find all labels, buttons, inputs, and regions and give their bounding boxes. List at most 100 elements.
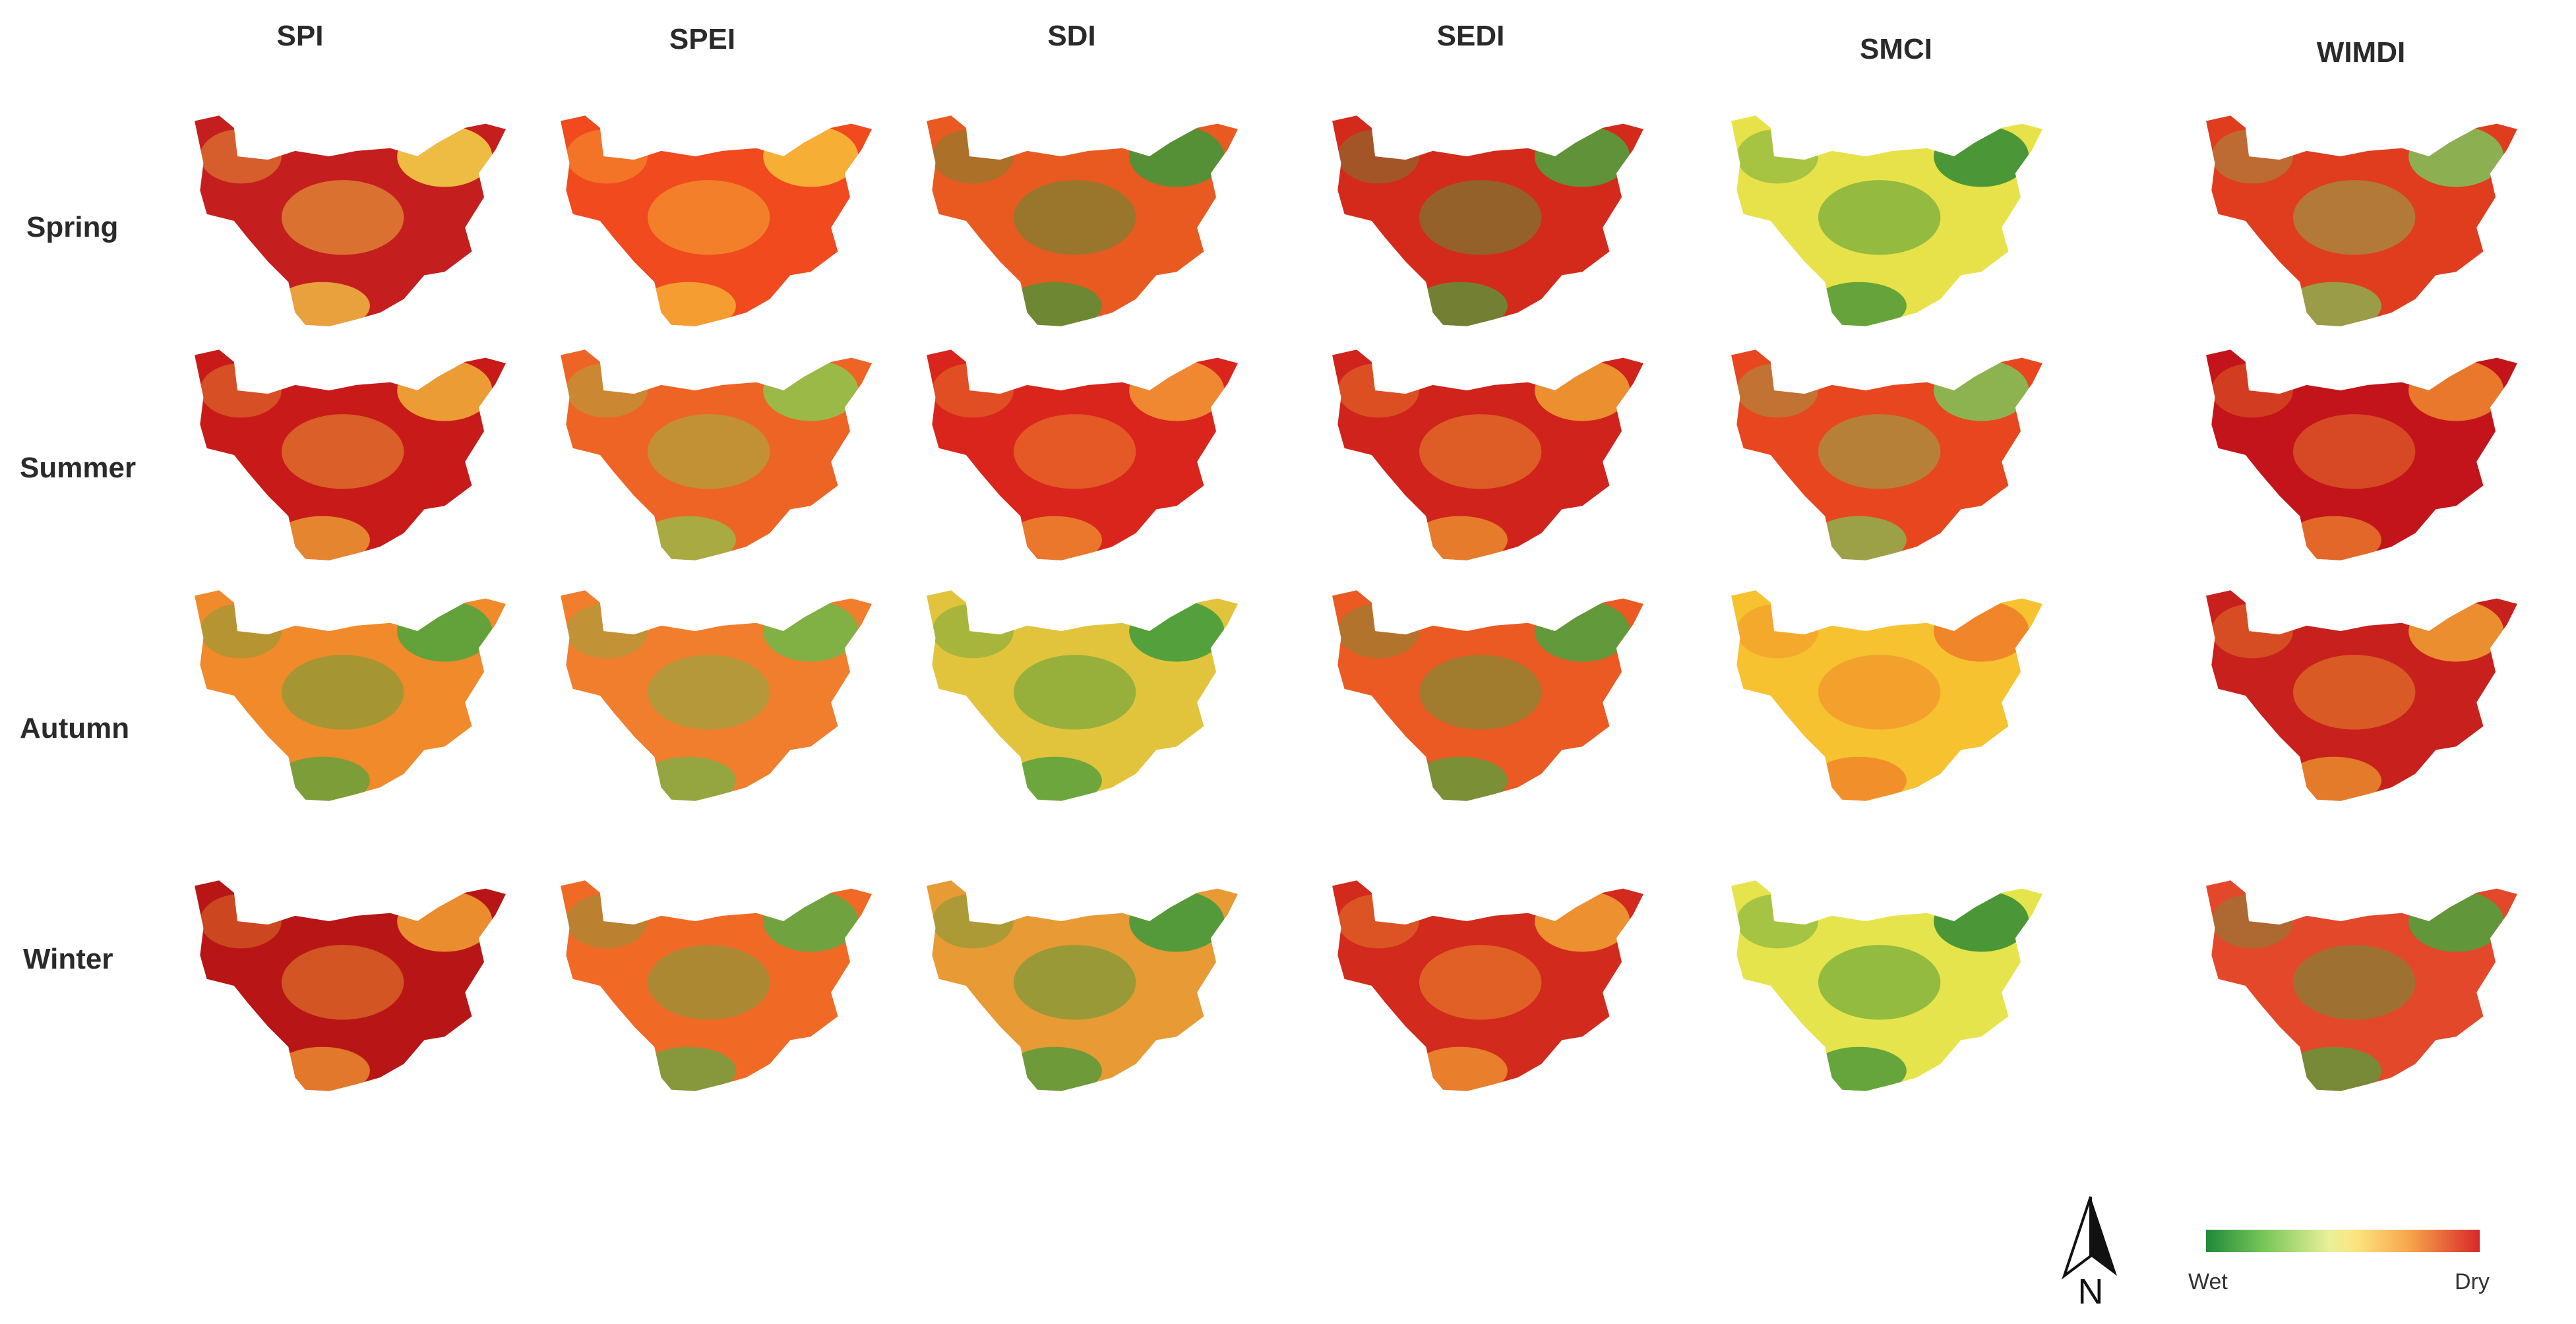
north-arrow-icon: N [2062, 1196, 2117, 1309]
map-zone-0 [2408, 600, 2504, 662]
map-sedi-spring [1332, 115, 1643, 326]
map-zone-0 [1535, 890, 1630, 952]
map-zone-3 [2211, 603, 2293, 659]
map-zone-2 [1811, 282, 1907, 326]
map-zone-0 [1129, 890, 1225, 952]
map-zone-3 [1337, 129, 1419, 184]
map-zone-1 [1818, 945, 1941, 1020]
map-wimdi-winter [2206, 880, 2517, 1091]
map-zone-0 [763, 359, 859, 421]
map-zone-1 [2292, 180, 2416, 255]
map-zone-1 [647, 655, 770, 730]
color-scale-bar [2206, 1230, 2480, 1252]
map-sdi-autumn [927, 590, 1238, 801]
map-zone-3 [2211, 129, 2293, 184]
map-sdi-spring [927, 115, 1238, 326]
map-zone-3 [566, 603, 648, 659]
map-zone-0 [2408, 890, 2504, 952]
map-zone-3 [2211, 893, 2293, 949]
map-spei-spring [561, 115, 872, 326]
map-zone-3 [200, 893, 282, 949]
map-zone-0 [1535, 125, 1630, 187]
map-zone-2 [1811, 756, 1907, 801]
map-zone-0 [397, 600, 493, 662]
map-zone-1 [647, 180, 770, 255]
map-smci-spring [1731, 115, 2042, 326]
map-zone-2 [1811, 1046, 1907, 1091]
map-zone-1 [281, 655, 404, 730]
row-header-spring: Spring [26, 211, 119, 243]
map-zone-2 [1006, 282, 1102, 326]
map-zone-1 [281, 945, 404, 1020]
column-header-spei: SPEI [669, 23, 736, 55]
map-zone-1 [1419, 180, 1542, 255]
map-zone-0 [2408, 125, 2504, 187]
map-spi-spring [195, 115, 506, 326]
map-zone-0 [397, 125, 493, 187]
map-zone-2 [274, 516, 370, 560]
map-zone-1 [1419, 945, 1542, 1020]
map-smci-autumn [1731, 590, 2042, 801]
map-zone-0 [1535, 600, 1630, 662]
map-zone-1 [647, 945, 770, 1020]
map-zone-3 [200, 129, 282, 184]
map-zone-2 [274, 282, 370, 326]
map-sedi-autumn [1332, 590, 1643, 801]
map-zone-1 [1013, 655, 1136, 730]
map-sedi-winter [1332, 880, 1643, 1091]
map-spi-autumn [195, 590, 506, 801]
column-header-sedi: SEDI [1436, 20, 1505, 52]
column-header-spi: SPI [276, 20, 324, 52]
map-wimdi-spring [2206, 115, 2517, 326]
map-zone-1 [2292, 414, 2416, 489]
map-zone-2 [274, 756, 370, 801]
map-zone-0 [397, 890, 493, 952]
map-zone-3 [566, 129, 648, 184]
map-zone-0 [1934, 359, 2029, 421]
column-header-smci: SMCI [1860, 33, 1932, 65]
map-wimdi-autumn [2206, 590, 2517, 801]
map-zone-0 [1934, 890, 2029, 952]
map-zone-3 [2211, 363, 2293, 418]
map-zone-0 [1535, 359, 1630, 421]
column-header-wimdi: WIMDI [2316, 36, 2406, 69]
map-zone-3 [1736, 363, 1818, 418]
map-zone-2 [1006, 756, 1102, 801]
map-zone-2 [2286, 516, 2381, 560]
map-sedi-summer [1332, 349, 1643, 560]
map-zone-2 [640, 516, 736, 560]
map-zone-2 [1006, 516, 1102, 560]
map-zone-3 [932, 893, 1014, 949]
map-zone-3 [1337, 893, 1419, 949]
map-zone-0 [763, 890, 859, 952]
map-zone-3 [1337, 603, 1419, 659]
map-zone-2 [1412, 1046, 1508, 1091]
row-header-winter: Winter [23, 943, 113, 975]
map-spi-summer [195, 349, 506, 560]
map-spei-autumn [561, 590, 872, 801]
map-zone-2 [274, 1046, 370, 1091]
map-zone-3 [566, 363, 648, 418]
map-zone-0 [2408, 359, 2504, 421]
map-zone-3 [200, 363, 282, 418]
map-zone-1 [1818, 655, 1941, 730]
map-zone-0 [1129, 359, 1225, 421]
north-label: N [2078, 1272, 2104, 1309]
map-zone-0 [763, 125, 859, 187]
map-zone-2 [1006, 1046, 1102, 1091]
map-zone-0 [763, 600, 859, 662]
map-zone-2 [2286, 282, 2381, 326]
map-zone-2 [1412, 516, 1508, 560]
map-zone-3 [566, 893, 648, 949]
map-spei-summer [561, 349, 872, 560]
map-zone-1 [1013, 414, 1136, 489]
map-zone-1 [1013, 945, 1136, 1020]
map-zone-2 [640, 1046, 736, 1091]
map-zone-1 [1419, 655, 1542, 730]
map-zone-3 [1337, 363, 1419, 418]
row-header-autumn: Autumn [20, 712, 130, 744]
map-sdi-summer [927, 349, 1238, 560]
map-smci-winter [1731, 880, 2042, 1091]
map-zone-1 [2292, 945, 2416, 1020]
map-zone-1 [281, 180, 404, 255]
